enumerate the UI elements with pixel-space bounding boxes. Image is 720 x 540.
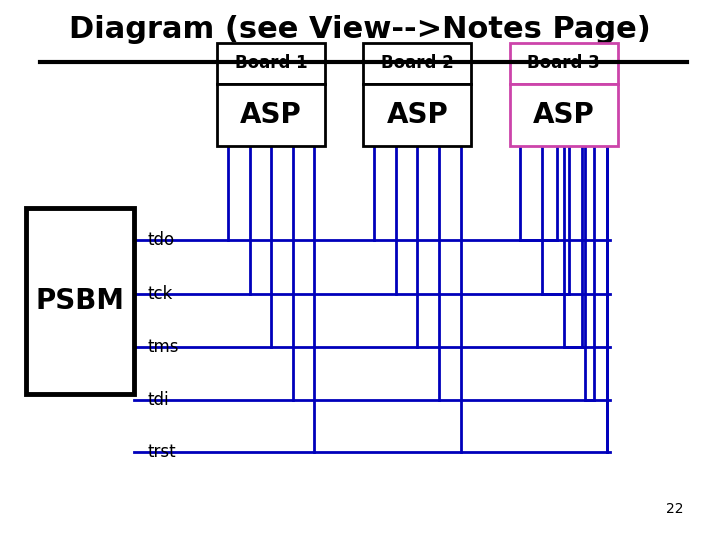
Text: tdi: tdi bbox=[148, 390, 169, 409]
Text: ASP: ASP bbox=[240, 101, 302, 129]
Text: ASP: ASP bbox=[387, 101, 449, 129]
Bar bbox=[510, 84, 618, 146]
Text: Diagram (see View-->Notes Page): Diagram (see View-->Notes Page) bbox=[69, 15, 651, 44]
Text: PSBM: PSBM bbox=[35, 287, 125, 315]
Text: tdo: tdo bbox=[148, 231, 175, 249]
Bar bbox=[510, 43, 618, 84]
Text: tck: tck bbox=[148, 285, 173, 303]
Text: 22: 22 bbox=[666, 502, 684, 516]
Text: trst: trst bbox=[148, 443, 176, 461]
Bar bbox=[364, 84, 472, 146]
Bar bbox=[364, 43, 472, 84]
Text: Board 1: Board 1 bbox=[235, 55, 307, 72]
Bar bbox=[26, 208, 134, 394]
Text: Board 3: Board 3 bbox=[527, 55, 600, 72]
Text: tms: tms bbox=[148, 338, 179, 356]
Text: ASP: ASP bbox=[533, 101, 595, 129]
Bar bbox=[217, 84, 325, 146]
Text: Board 2: Board 2 bbox=[381, 55, 454, 72]
Bar bbox=[217, 43, 325, 84]
